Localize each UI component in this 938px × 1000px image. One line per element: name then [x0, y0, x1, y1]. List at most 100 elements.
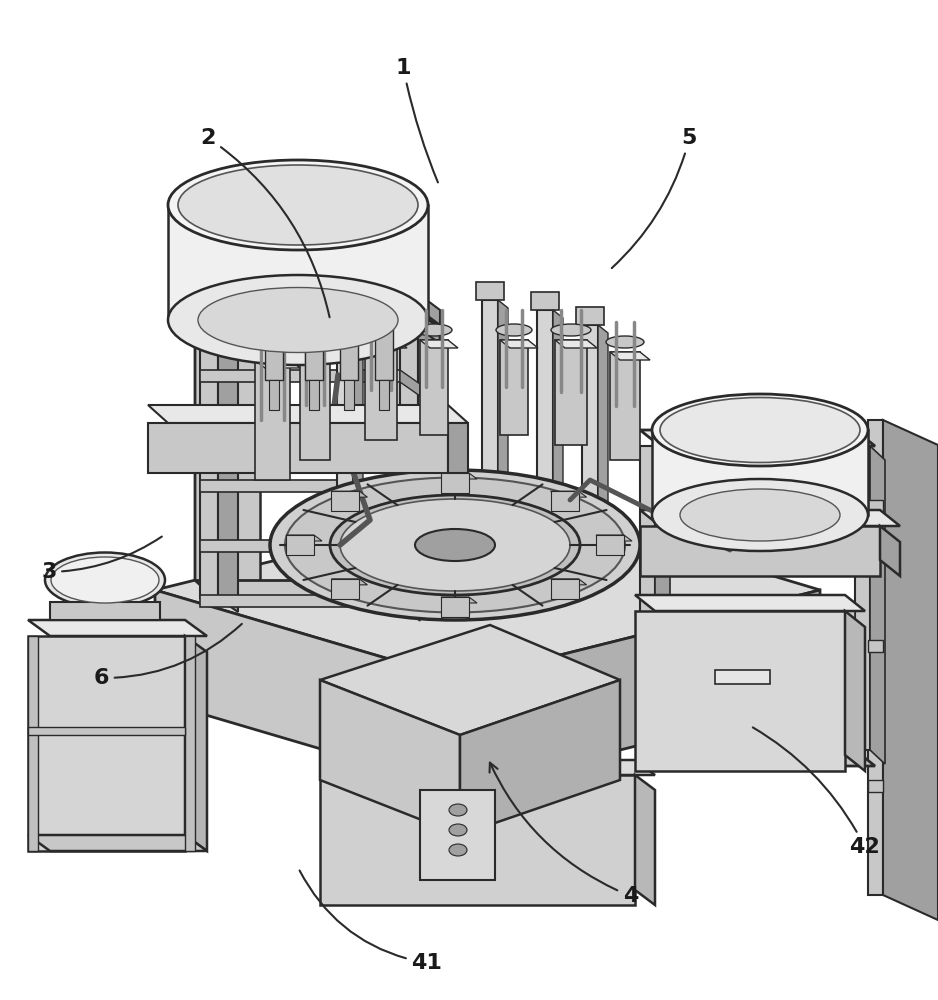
Ellipse shape — [264, 313, 284, 323]
Polygon shape — [553, 310, 563, 548]
Polygon shape — [195, 310, 440, 328]
Polygon shape — [598, 325, 608, 548]
Bar — [28, 636, 38, 851]
Polygon shape — [498, 300, 508, 548]
Ellipse shape — [198, 288, 398, 353]
Bar — [655, 700, 855, 712]
Polygon shape — [555, 340, 597, 348]
Bar — [537, 310, 553, 540]
Polygon shape — [400, 420, 420, 446]
Ellipse shape — [168, 160, 428, 250]
Text: 41: 41 — [299, 870, 442, 973]
Ellipse shape — [168, 275, 428, 365]
Text: 4: 4 — [490, 763, 638, 906]
Bar — [715, 670, 770, 684]
Bar — [420, 790, 495, 880]
Text: 1: 1 — [396, 58, 438, 182]
Ellipse shape — [45, 552, 165, 607]
Polygon shape — [610, 352, 650, 360]
Ellipse shape — [251, 344, 294, 356]
Polygon shape — [500, 340, 538, 348]
Ellipse shape — [296, 334, 334, 346]
Bar — [331, 312, 359, 330]
Ellipse shape — [551, 324, 591, 336]
Bar — [200, 370, 400, 382]
Ellipse shape — [270, 470, 640, 620]
Polygon shape — [655, 446, 670, 764]
Bar — [596, 535, 624, 555]
Bar — [195, 310, 415, 328]
Ellipse shape — [330, 495, 580, 595]
Ellipse shape — [680, 489, 840, 541]
Ellipse shape — [449, 804, 467, 816]
Ellipse shape — [51, 557, 159, 603]
Bar — [28, 727, 185, 735]
Polygon shape — [331, 491, 368, 497]
Polygon shape — [168, 205, 428, 320]
Bar — [582, 325, 598, 540]
Bar — [286, 535, 314, 555]
Bar — [331, 579, 359, 599]
Bar — [200, 420, 400, 432]
Bar — [640, 526, 880, 576]
Polygon shape — [640, 750, 875, 766]
Ellipse shape — [340, 499, 570, 591]
Polygon shape — [596, 535, 632, 541]
Bar — [185, 636, 195, 851]
Polygon shape — [640, 510, 900, 526]
Bar — [441, 473, 469, 493]
Bar — [500, 340, 528, 435]
Bar — [610, 352, 640, 460]
Bar — [655, 520, 855, 532]
Polygon shape — [286, 535, 322, 541]
Ellipse shape — [178, 165, 418, 245]
Text: 3: 3 — [41, 537, 162, 582]
Bar — [635, 611, 845, 771]
Bar — [868, 420, 883, 895]
Bar — [305, 320, 323, 380]
Bar — [365, 340, 397, 440]
Ellipse shape — [606, 336, 644, 348]
Polygon shape — [448, 423, 468, 473]
Polygon shape — [28, 835, 207, 851]
Ellipse shape — [415, 529, 495, 561]
Bar — [555, 340, 587, 445]
Polygon shape — [185, 636, 207, 851]
Bar — [300, 350, 330, 460]
Bar — [344, 380, 354, 410]
Bar — [576, 307, 604, 325]
Ellipse shape — [652, 479, 868, 551]
Bar — [551, 579, 579, 599]
Polygon shape — [353, 330, 363, 548]
Bar — [28, 636, 185, 851]
Bar — [375, 320, 393, 380]
Bar — [200, 480, 400, 492]
Polygon shape — [880, 526, 900, 576]
Polygon shape — [400, 370, 420, 396]
Bar — [551, 491, 579, 511]
Polygon shape — [148, 405, 468, 423]
Polygon shape — [400, 595, 420, 621]
Bar — [420, 340, 448, 435]
Ellipse shape — [449, 824, 467, 836]
Ellipse shape — [361, 324, 401, 336]
Polygon shape — [155, 590, 460, 790]
Polygon shape — [390, 300, 420, 595]
Polygon shape — [195, 580, 440, 598]
Bar — [482, 300, 498, 540]
Ellipse shape — [285, 478, 625, 612]
Polygon shape — [460, 680, 620, 835]
Polygon shape — [420, 340, 458, 348]
Polygon shape — [635, 775, 655, 905]
Bar — [255, 360, 290, 480]
Bar — [331, 491, 359, 511]
Bar — [230, 295, 420, 310]
Polygon shape — [870, 446, 885, 764]
Polygon shape — [635, 595, 865, 611]
Polygon shape — [420, 295, 440, 325]
Bar — [200, 595, 400, 607]
Polygon shape — [28, 620, 207, 636]
Ellipse shape — [496, 324, 532, 336]
Text: 42: 42 — [753, 727, 880, 857]
Bar — [868, 640, 883, 652]
